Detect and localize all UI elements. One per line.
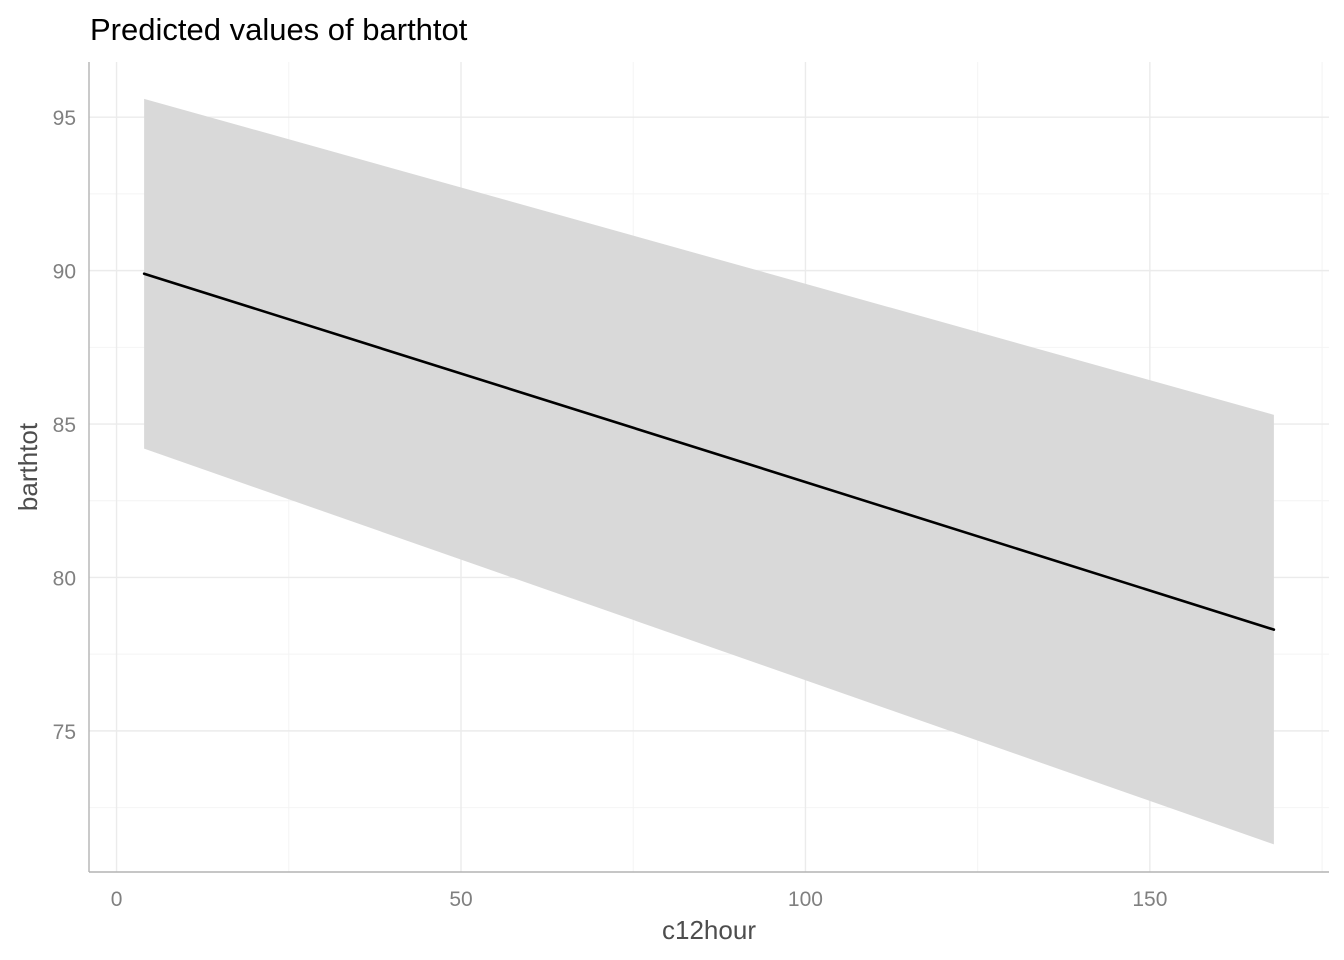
y-tick-label: 80 <box>53 567 76 590</box>
y-tick-labels: 75 80 85 90 95 <box>53 107 76 744</box>
chart-title: Predicted values of barthtot <box>90 12 468 47</box>
x-axis-label: c12hour <box>662 915 756 945</box>
confidence-band <box>144 98 1274 845</box>
x-tick-label: 150 <box>1132 888 1167 911</box>
prediction-line-layer <box>142 272 1276 631</box>
confidence-band-layer <box>144 98 1274 845</box>
y-tick-label: 85 <box>53 414 76 437</box>
x-tick-label: 50 <box>449 888 472 911</box>
y-tick-label: 75 <box>53 721 76 744</box>
prediction-line <box>142 272 1276 631</box>
x-tick-labels: 0 50 100 150 <box>111 888 1168 911</box>
x-tick-label: 0 <box>111 888 123 911</box>
y-tick-label: 95 <box>53 107 76 130</box>
y-tick-label: 90 <box>53 261 76 284</box>
x-tick-label: 100 <box>788 888 823 911</box>
y-axis-label: barthtot <box>13 422 43 511</box>
